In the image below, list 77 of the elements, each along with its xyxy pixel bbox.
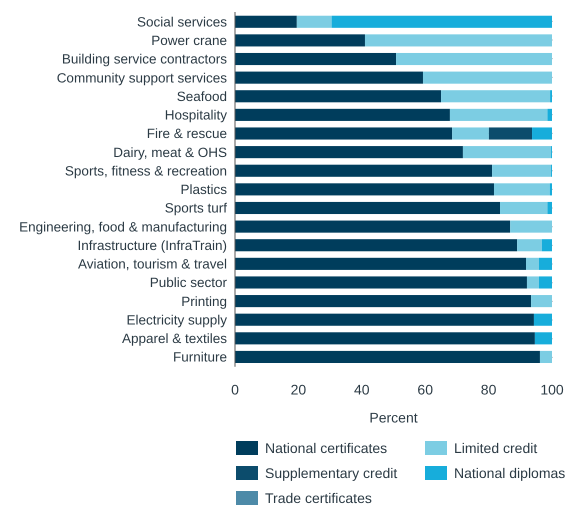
y-tick-label: Printing [181, 294, 227, 309]
bar [235, 332, 535, 344]
legend-label: Supplementary credit [265, 464, 398, 481]
bar [534, 314, 552, 326]
legend-label: Trade certificates [265, 490, 372, 506]
bar [492, 164, 552, 177]
x-tick-label: 0 [231, 382, 240, 398]
bar [539, 276, 552, 289]
bar [235, 52, 396, 66]
bar [526, 276, 540, 289]
y-tick-label: Engineering, food & manufacturing [19, 219, 227, 234]
bar [235, 239, 518, 252]
bar [235, 90, 442, 102]
bar [542, 239, 552, 252]
y-tick-label: Plastics [180, 182, 228, 198]
y-tick-label: Sports, fitness & recreation [64, 163, 227, 178]
x-tick-label: 100 [540, 382, 564, 398]
legend-label: National certificates [265, 440, 388, 456]
bar [526, 258, 540, 270]
bar [235, 34, 365, 46]
y-tick-label: Fire & rescue [146, 126, 227, 142]
x-tick-label: 40 [354, 382, 370, 398]
y-tick-label: Seafood [176, 88, 227, 104]
bar [235, 72, 423, 84]
x-axis-title: Percent [369, 410, 418, 426]
bar [462, 146, 552, 158]
bar [235, 127, 452, 140]
bar [235, 108, 450, 121]
bar [422, 72, 552, 84]
bar [332, 16, 552, 28]
y-tick-label: Furniture [172, 350, 227, 365]
bar [364, 34, 552, 46]
bar [235, 258, 526, 270]
bar [235, 146, 463, 158]
bar [235, 164, 492, 177]
bar [488, 127, 532, 140]
y-tick-label: Dairy, meat & OHS [113, 144, 227, 160]
bar [235, 314, 534, 326]
bar [532, 127, 552, 140]
bar [235, 16, 297, 28]
bar [450, 108, 548, 121]
x-tick-label: 80 [480, 382, 497, 398]
y-tick-label: Electricity supply [126, 312, 228, 328]
y-tick-label: Infrastructure (InfraTrain) [77, 238, 227, 253]
bar [235, 350, 540, 364]
y-tick-label: Building service contractors [62, 52, 228, 67]
y-tick-label: Apparel & textiles [122, 331, 228, 346]
legend-label: Limited credit [454, 440, 538, 456]
bar [296, 16, 332, 28]
y-tick-label: Sports turf [164, 200, 228, 216]
bar [235, 295, 532, 308]
bar [540, 350, 552, 364]
legend-label: National diplomas [454, 464, 566, 481]
bar [494, 183, 550, 196]
x-tick-label: 60 [417, 382, 434, 398]
bar [235, 276, 527, 289]
bar [396, 52, 552, 66]
y-tick-label: Aviation, tourism & travel [78, 256, 227, 272]
bar [531, 295, 552, 308]
y-tick-label: Power crane [151, 33, 227, 48]
y-tick-label: Social services [136, 14, 228, 30]
x-tick-label: 20 [290, 382, 306, 398]
y-tick-label: Public sector [150, 275, 228, 290]
bar [441, 90, 550, 102]
bar [517, 239, 542, 252]
bar [548, 108, 552, 121]
bar [452, 127, 489, 140]
bar [235, 220, 510, 233]
bar [500, 202, 548, 214]
bar [534, 332, 552, 344]
bar [235, 202, 500, 214]
y-tick-label: Hospitality [164, 108, 228, 123]
bar [539, 258, 552, 270]
bar [510, 220, 552, 233]
bar [548, 202, 552, 214]
y-tick-label: Community support services [56, 70, 228, 86]
bar [235, 183, 494, 196]
